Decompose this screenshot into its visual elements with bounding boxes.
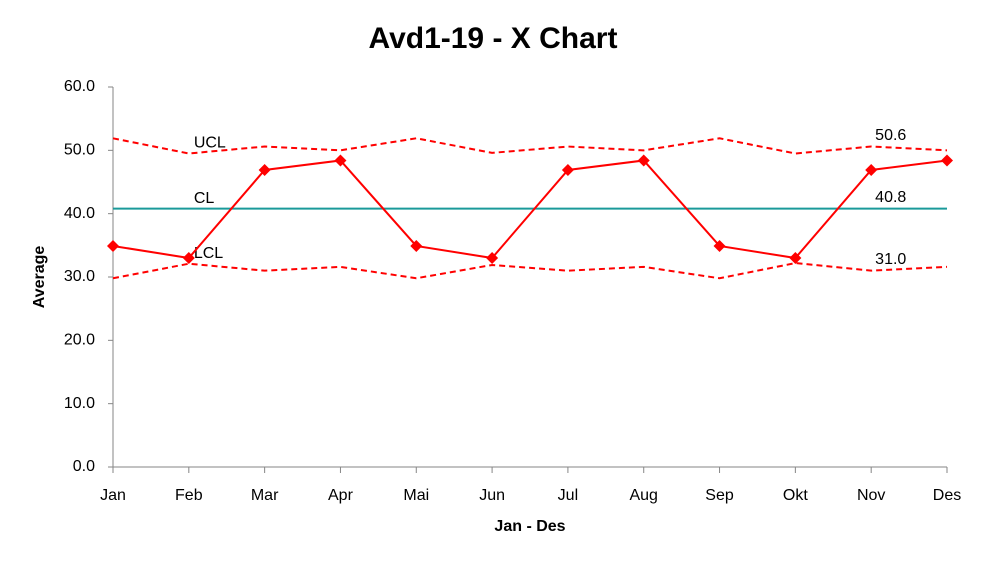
point-marker [865,163,878,176]
x-tick-label: Jun [479,487,505,504]
point-marker [789,252,802,264]
series-label: LCL [194,245,223,262]
y-tick-label: 20.0 [64,332,95,349]
x-tick-label: Sep [705,487,734,504]
x-axis-title: Jan - Des [494,518,565,535]
x-tick-label: Feb [175,487,203,504]
y-tick-label: 30.0 [64,268,95,285]
y-tick-label: 40.0 [64,205,95,222]
point-marker [334,154,347,167]
point-marker [637,154,650,167]
x-tick-label: Nov [857,487,885,504]
series-label: CL [194,190,215,207]
y-axis-title: Average [31,246,48,309]
x-tick-label: Jul [558,487,578,504]
series-line [112,159,948,260]
x-tick-label: Jan [100,487,126,504]
y-tick-label: 60.0 [64,78,95,95]
point-marker [941,154,953,167]
y-tick-label: 10.0 [64,395,95,412]
y-tick-label: 0.0 [73,458,95,475]
x-tick-label: Aug [629,487,657,504]
x-tick-label: Apr [328,487,354,504]
chart-title: Avd1-19 - X Chart [369,22,618,55]
point-marker [561,163,574,176]
data-label: 40.8 [875,189,906,206]
series-line [112,137,948,155]
x-tick-label: Mai [403,487,429,504]
data-label: 50.6 [875,127,906,144]
series-line [112,262,948,280]
x-tick-label: Des [933,487,961,504]
point-marker [410,239,423,252]
point-marker [486,252,499,264]
y-tick-label: 50.0 [64,142,95,159]
point-marker [713,239,726,252]
point-marker [182,252,195,264]
point-marker [258,163,271,176]
data-label: 31.0 [875,251,906,268]
series-label: UCL [194,135,226,152]
x-tick-label: Okt [783,487,808,504]
x-tick-label: Mar [251,487,279,504]
point-marker [107,239,119,252]
